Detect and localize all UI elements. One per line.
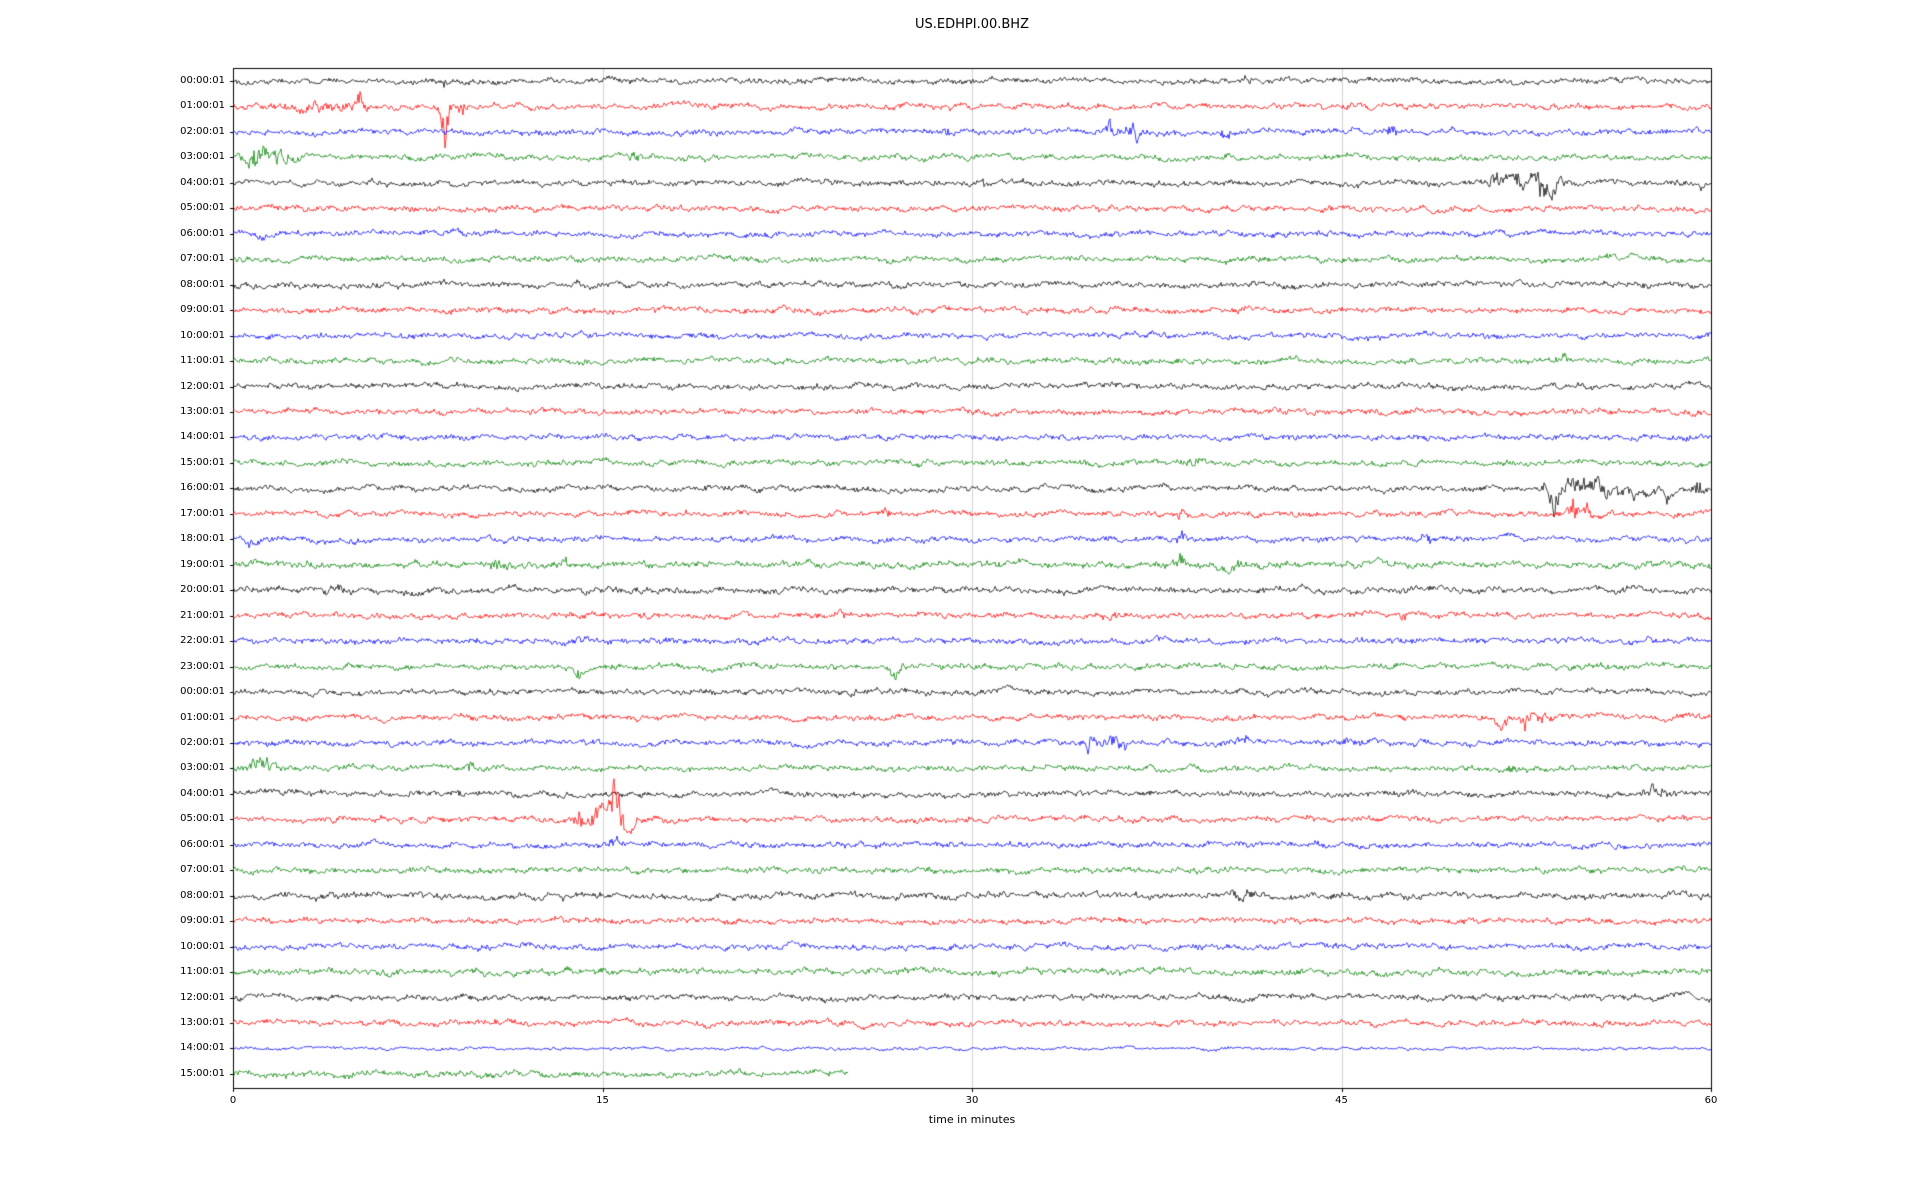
- trace-time-label: 06:00:01: [180, 838, 225, 850]
- trace-time-label: 08:00:01: [180, 278, 225, 290]
- trace-time-label: 16:00:01: [180, 482, 225, 494]
- trace-time-label: 08:00:01: [180, 889, 225, 901]
- chart-title: US.EDHPI.00.BHZ: [915, 17, 1029, 32]
- trace-time-label: 11:00:01: [180, 966, 225, 978]
- x-axis-label: time in minutes: [928, 1113, 1016, 1126]
- trace-time-label: 18:00:01: [180, 533, 225, 545]
- trace-time-label: 03:00:01: [180, 762, 225, 774]
- trace-time-label: 13:00:01: [180, 405, 225, 417]
- trace-time-label: 05:00:01: [180, 813, 225, 825]
- trace-time-label: 17:00:01: [180, 507, 225, 519]
- trace-time-label: 13:00:01: [180, 1017, 225, 1029]
- trace-time-label: 20:00:01: [180, 584, 225, 596]
- trace-time-label: 14:00:01: [180, 1042, 225, 1054]
- trace-time-label: 06:00:01: [180, 227, 225, 239]
- trace-time-label: 15:00:01: [180, 1067, 225, 1079]
- trace-time-label: 12:00:01: [180, 380, 225, 392]
- trace-time-label: 21:00:01: [180, 609, 225, 621]
- trace-time-label: 15:00:01: [180, 456, 225, 468]
- x-tick-label: 30: [965, 1095, 979, 1106]
- trace-time-label: 10:00:01: [180, 329, 225, 341]
- trace-time-label: 12:00:01: [180, 991, 225, 1003]
- trace-time-label: 07:00:01: [180, 253, 225, 265]
- trace-time-label: 14:00:01: [180, 431, 225, 443]
- x-tick-label: 15: [596, 1095, 609, 1106]
- trace-time-label: 22:00:01: [180, 635, 225, 647]
- x-tick-label: 45: [1335, 1095, 1348, 1106]
- trace-time-label: 05:00:01: [180, 202, 225, 214]
- trace-time-label: 00:00:01: [180, 75, 225, 86]
- trace-time-label: 09:00:01: [180, 304, 225, 316]
- x-tick-label: 0: [229, 1095, 237, 1106]
- trace-time-label: 11:00:01: [180, 355, 225, 367]
- trace-time-label: 04:00:01: [180, 787, 225, 799]
- trace-time-label: 10:00:01: [180, 940, 225, 952]
- trace-time-label: 01:00:01: [180, 100, 225, 112]
- trace-time-label: 01:00:01: [180, 711, 225, 723]
- trace-time-label: 07:00:01: [180, 864, 225, 876]
- trace-time-label: 19:00:01: [180, 558, 225, 570]
- trace-time-label: 23:00:01: [180, 660, 225, 672]
- trace-time-label: 02:00:01: [180, 125, 225, 137]
- trace-time-label: 00:00:01: [180, 686, 225, 698]
- trace-time-label: 02:00:01: [180, 736, 225, 748]
- x-tick-label: 60: [1704, 1095, 1718, 1106]
- trace-time-label: 04:00:01: [180, 176, 225, 188]
- trace-time-label: 09:00:01: [180, 915, 225, 927]
- trace-time-label: 03:00:01: [180, 151, 225, 163]
